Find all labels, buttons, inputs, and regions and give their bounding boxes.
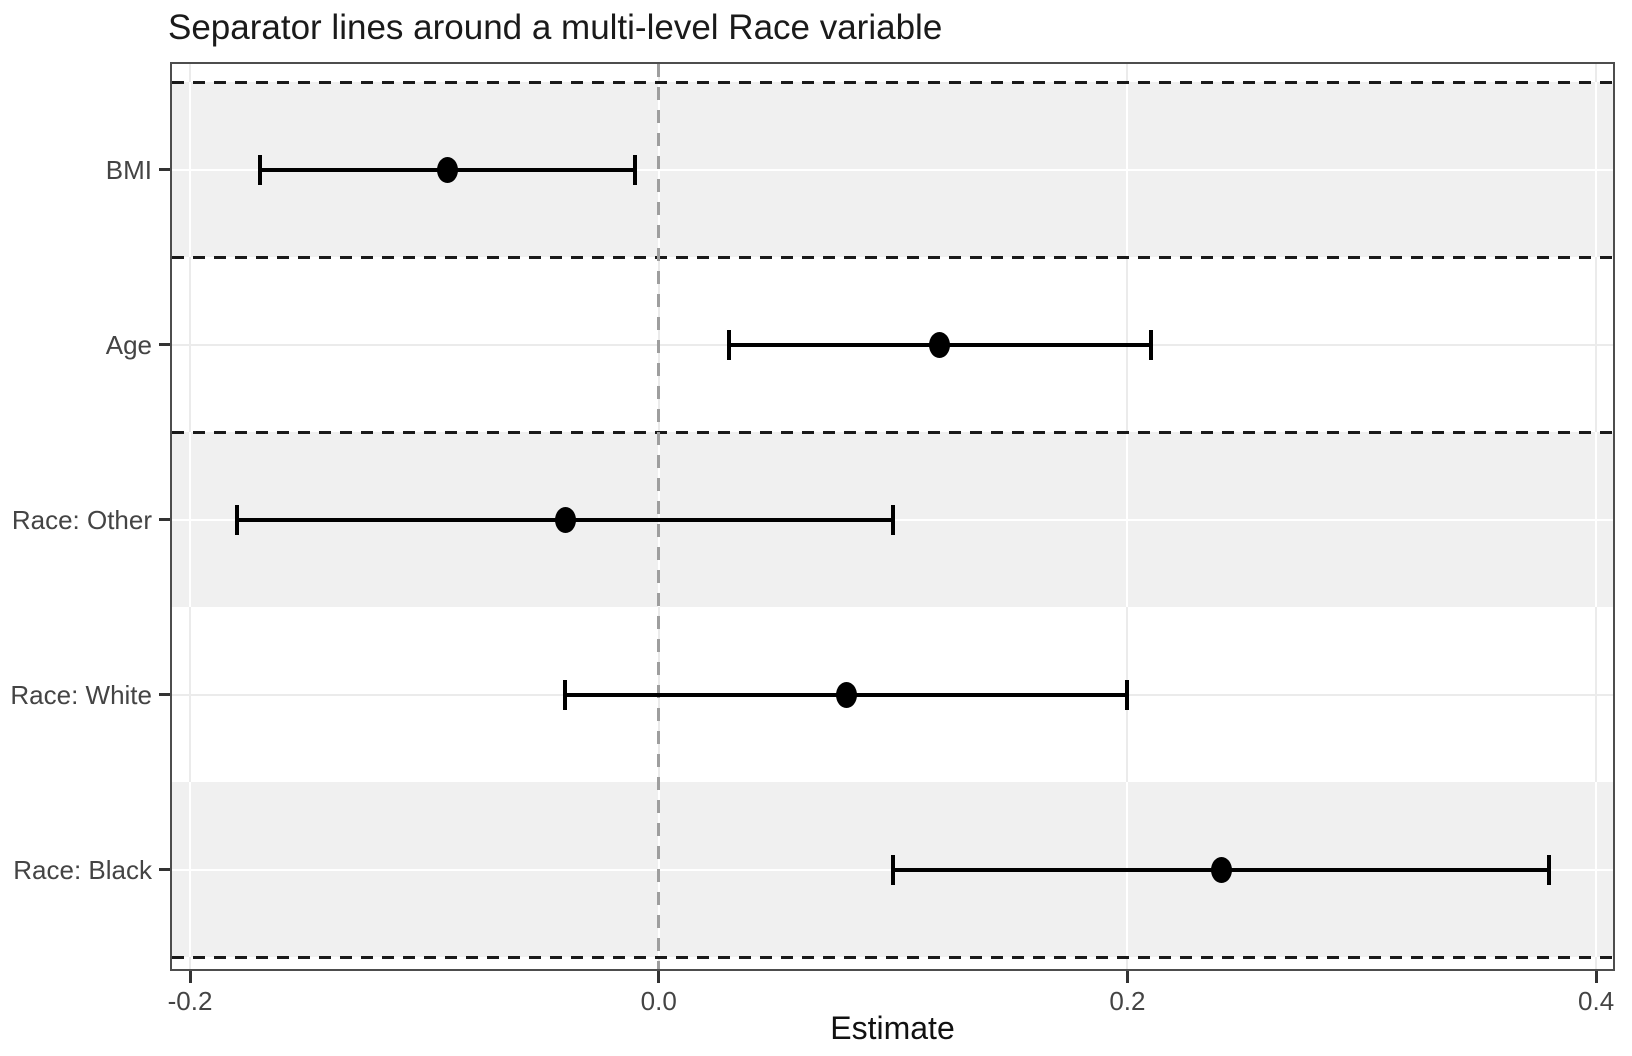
- x-tick-label: 0.4: [1578, 986, 1615, 1016]
- error-bar-cap-right: [1148, 329, 1153, 360]
- separator-line: [172, 80, 1613, 84]
- y-tick: [159, 343, 170, 346]
- x-tick: [188, 971, 192, 983]
- point-estimate-marker: [437, 156, 459, 183]
- point-estimate-marker: [929, 331, 951, 358]
- y-tick: [159, 518, 170, 521]
- chart-title: Separator lines around a multi-level Rac…: [168, 8, 943, 47]
- error-bar-cap-right: [633, 154, 638, 185]
- error-bar-cap-right: [1547, 854, 1552, 885]
- y-tick: [159, 693, 170, 696]
- x-tick-label: -0.2: [167, 986, 213, 1016]
- error-bar-cap-left: [563, 679, 567, 710]
- plot-panel: [170, 62, 1615, 971]
- x-tick-label: 0.0: [640, 986, 677, 1016]
- zero-reference-line: [657, 64, 661, 969]
- point-estimate-marker: [554, 506, 576, 533]
- y-tick: [159, 868, 170, 871]
- error-bar-cap-right: [1125, 679, 1130, 710]
- point-estimate-marker: [1210, 856, 1232, 883]
- gridline-y: [172, 168, 1613, 171]
- x-tick: [1594, 971, 1598, 983]
- separator-line: [172, 430, 1613, 434]
- y-tick: [159, 168, 170, 171]
- error-bar-cap-right: [891, 504, 896, 535]
- x-tick: [657, 971, 661, 983]
- error-bar-cap-left: [727, 329, 732, 360]
- y-tick-label: Race: Other: [11, 504, 152, 535]
- x-axis-title: Estimate: [830, 1010, 955, 1046]
- separator-line: [172, 255, 1613, 259]
- separator-line: [172, 955, 1613, 959]
- y-tick-label: Race: Black: [13, 854, 152, 885]
- error-bar-cap-left: [234, 504, 239, 535]
- x-tick-label: 0.2: [1109, 986, 1146, 1016]
- y-tick-label: Race: White: [10, 679, 152, 710]
- error-bar-cap-left: [258, 154, 263, 185]
- y-tick-label: Age: [105, 329, 152, 360]
- point-estimate-marker: [835, 681, 857, 708]
- error-bar-cap-left: [891, 854, 896, 885]
- x-tick: [1125, 971, 1129, 983]
- y-tick-label: BMI: [105, 154, 152, 185]
